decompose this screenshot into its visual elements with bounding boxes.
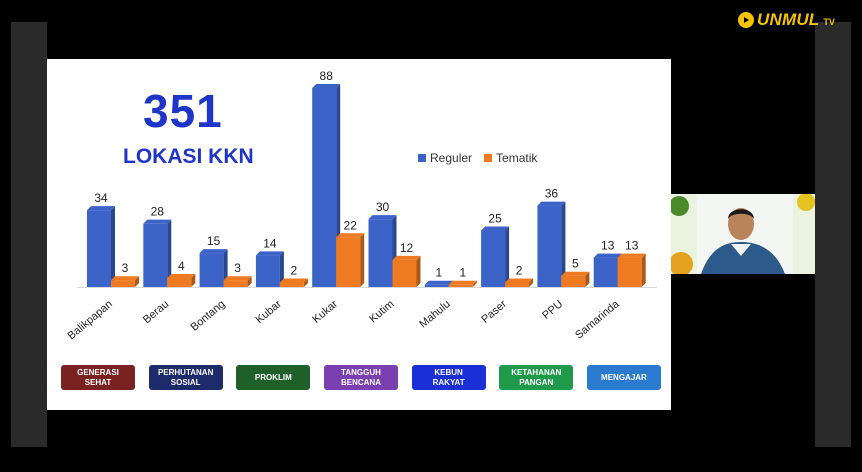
unmul-tv-logo: UNMUL TV [738,10,835,30]
legend-item-reguler: Reguler [418,151,472,165]
value-label-tematik-balikpapan: 3 [122,261,129,275]
presentation-slide: 351 LOKASI KKN Reguler Tematik 34 3 Balikp… [47,59,671,410]
value-label-reguler-kubar: 14 [263,236,277,250]
legend-swatch-reguler [418,154,426,162]
value-label-reguler-balikpapan: 34 [94,191,108,205]
category-label-kubar: Kubar [254,298,284,326]
bar-chart: 343Balikpapan284Berau153Bontang142Kubar8… [66,69,657,342]
program-label-3: TANGGUH BENCANA [323,365,398,390]
category-label-kukar: Kukar [310,298,340,326]
total-locations: 351 [143,85,223,137]
speaker-video-feed [671,194,815,274]
value-label-tematik-samarinda: 13 [625,239,639,253]
bar-tematik-kubar [279,278,308,287]
bar-tematik-samarinda [617,253,646,287]
bar-tematik-berau [167,273,196,287]
bar-tematik-bontang [223,276,252,287]
bar-reguler-samarinda [593,253,622,287]
logo-text: UNMUL [757,10,820,29]
category-label-paser: Paser [479,298,509,326]
legend-swatch-tematik [484,154,493,162]
chart-legend: Reguler Tematik [418,151,537,165]
value-label-reguler-bontang: 15 [207,234,221,248]
program-labels: GENERASI SEHAT PERHUTANAN SOSIAL PROKLIM TA… [61,365,661,390]
value-label-reguler-kutim: 30 [376,200,390,214]
bar-reguler-paser [481,226,510,287]
bar-reguler-ppu [537,201,566,287]
value-label-reguler-berau: 28 [151,205,165,219]
value-label-reguler-mahulu: 1 [435,266,442,280]
bar-tematik-paser [505,278,534,287]
value-label-reguler-paser: 25 [488,211,502,225]
value-label-tematik-bontang: 3 [234,261,241,275]
bar-reguler-mahulu [424,280,453,287]
bar-tematik-ppu [561,271,590,287]
value-label-reguler-samarinda: 13 [601,239,615,253]
logo-suffix: TV [823,17,835,27]
value-label-tematik-kubar: 2 [291,263,298,277]
bar-tematik-balikpapan [111,276,139,287]
left-frame-bar [11,22,47,447]
value-label-tematik-mahulu: 1 [459,266,466,280]
bar-reguler-kubar [255,251,284,287]
bar-tematik-mahulu [448,280,477,287]
legend-label-reguler: Reguler [430,151,473,165]
value-label-tematik-kukar: 22 [344,218,358,232]
category-label-samarinda: Samarinda [573,298,622,342]
bar-tematik-kutim [392,255,421,287]
value-label-tematik-berau: 4 [178,259,185,273]
legend-item-tematik: Tematik [484,151,537,165]
bar-reguler-bontang [199,249,228,287]
legend-label-tematik: Tematik [496,151,538,165]
category-label-mahulu: Mahulu [417,298,452,330]
category-label-ppu: PPU [540,298,565,322]
category-label-berau: Berau [141,298,171,326]
category-label-bontang: Bontang [188,298,227,334]
program-label-1: PERHUTANAN SOSIAL [148,365,223,390]
bar-reguler-kukar [312,84,341,287]
program-label-4: KEBUN RAKYAT [411,365,486,390]
bar-reguler-berau [143,219,172,287]
bar-reguler-kutim [368,215,397,287]
slide-subtitle: LOKASI KKN [123,145,254,168]
bar-reguler-balikpapan [87,206,115,287]
value-label-reguler-ppu: 36 [545,187,559,201]
value-label-tematik-kutim: 12 [400,241,414,255]
play-icon [738,12,754,28]
category-label-balikpapan: Balikpapan [66,298,115,342]
value-label-tematik-paser: 2 [516,263,523,277]
bar-tematik-kukar [336,233,365,287]
value-label-reguler-kukar: 88 [320,69,334,83]
program-label-2: PROKLIM [236,365,311,390]
program-label-5: KETAHANAN PANGAN [499,365,574,390]
program-label-6: MENGAJAR [586,365,661,390]
speaker-video [671,194,815,274]
category-label-kutim: Kutim [367,298,396,325]
value-label-tematik-ppu: 5 [572,257,579,271]
right-frame-bar [815,22,851,447]
program-label-0: GENERASI SEHAT [61,365,135,390]
